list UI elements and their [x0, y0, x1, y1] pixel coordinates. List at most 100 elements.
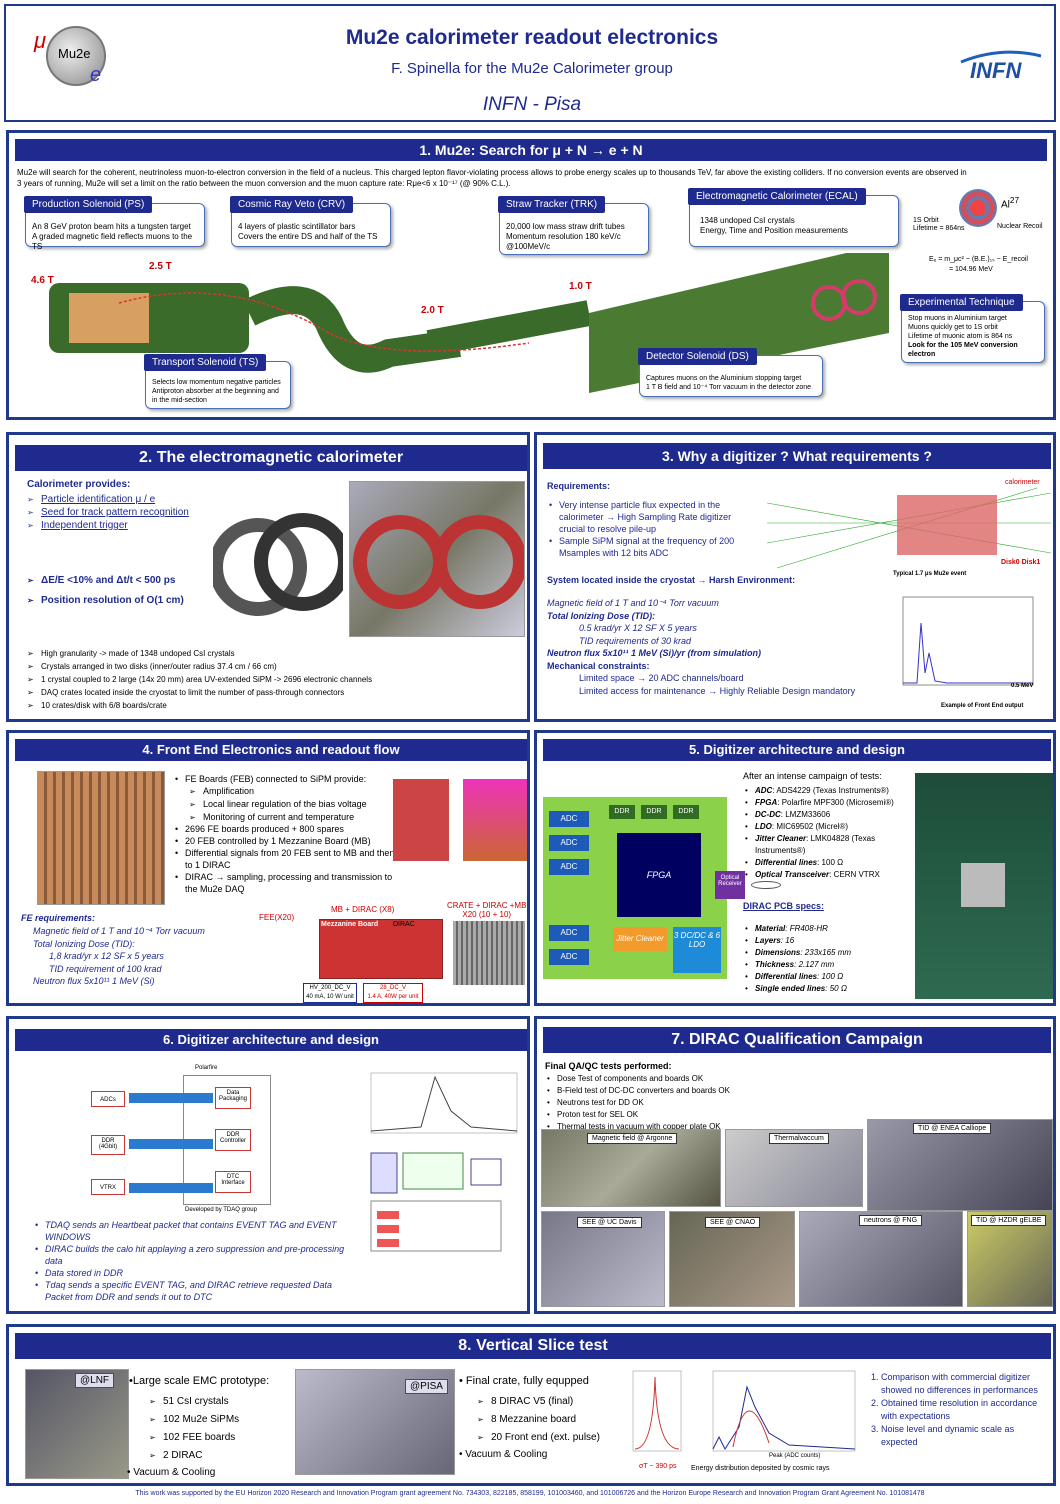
env-item: TID requirements of 30 krad — [579, 635, 692, 646]
fe-output-plot — [887, 593, 1037, 701]
panel-8-title: 8. Vertical Slice test — [15, 1333, 1051, 1359]
feb-item: 2696 FE boards produced + 800 spares — [173, 823, 403, 835]
fe-board-photo-1 — [393, 779, 449, 861]
header: μ Mu2e e Mu2e calorimeter readout electr… — [4, 4, 1056, 122]
panel-5-title: 5. Digitizer architecture and design — [543, 739, 1051, 761]
spec-list: ADC: ADS4229 (Texas Instruments®) FPGA: … — [743, 785, 919, 881]
spec-item: Jitter Cleaner: LMK04828 (Texas Instrume… — [743, 833, 919, 857]
peak-axis-label: Peak (ADC counts) — [769, 1453, 821, 1459]
infn-logo: INFN — [956, 46, 1046, 96]
env-item: Magnetic field of 1 T and 10⁻⁴ Torr vacu… — [547, 598, 719, 608]
test-item: Proton test for SEL OK — [545, 1109, 730, 1121]
energy-formula: Eₑ = m_μc² − (B.E.)₁ₛ − E_recoil = 104.96… — [929, 256, 1028, 273]
fee-label: FEE(X20) — [259, 913, 295, 922]
photo-enea — [867, 1119, 1053, 1211]
poster-title: Mu2e calorimeter readout electronics — [345, 26, 719, 49]
req-list: Very intense particle flux expected in t… — [547, 499, 757, 559]
pcb-item: Differential lines: 100 Ω — [743, 971, 913, 983]
feb-sub-item: Monitoring of current and temperature — [189, 811, 367, 824]
dcdc-block: 3 DC/DC & 6 LDO — [673, 927, 721, 973]
feb-list: FE Boards (FEB) connected to SiPM provid… — [173, 773, 403, 785]
label-cnao: SEE @ CNAO — [705, 1217, 761, 1228]
conclusion-item: Noise level and dynamic scale as expecte… — [881, 1423, 1053, 1449]
pcb-list: Material: FR408-HR Layers: 16 Dimensions… — [743, 923, 913, 995]
pisa-item: 8 Mezzanine board — [477, 1411, 600, 1429]
panel-qualification: 7. DIRAC Qualification Campaign Final QA… — [534, 1016, 1056, 1314]
resolution-list: ΔE/E <10% and Δt/t < 500 ps Position res… — [27, 571, 184, 611]
firmware-diagram: Polarfire ADCs DDR (4Gbit) VTRX Data Pac… — [85, 1063, 271, 1213]
provide-item: Seed for track pattern recognition — [27, 506, 189, 519]
optical-block: Optical Receiver — [715, 871, 745, 899]
feb-sub-item: Amplification — [189, 785, 367, 798]
env-item: Total Ionizing Dose (TID): — [547, 610, 656, 621]
test-item: Dose Test of components and boards OK — [545, 1073, 730, 1085]
lnf-item: 2 DIRAC — [149, 1447, 239, 1465]
label-hzdr: TID @ HZDR gELBE — [971, 1215, 1047, 1226]
lnf-item: 102 FEE boards — [149, 1429, 239, 1447]
vacuum-label: • Vacuum & Cooling — [127, 1467, 216, 1478]
tests-list: Dose Test of components and boards OK B-… — [545, 1073, 730, 1133]
spec-item: DC-DC: LMZM33606 — [743, 809, 919, 821]
lnf-item: 51 CsI crystals — [149, 1393, 239, 1411]
event-display-image — [767, 483, 1051, 573]
timing-histogram — [627, 1367, 683, 1459]
bullet: DAQ crates located inside the cryostat t… — [27, 686, 527, 699]
timing-plot — [361, 1071, 521, 1143]
ddr-block: DDR — [673, 805, 699, 819]
provides-list: Particle identification μ / e Seed for t… — [27, 493, 189, 532]
atom-figure: Al27 1S Orbit Lifetime = 864ns Nuclear R… — [909, 183, 1049, 263]
env-item: 0.5 krad/yr X 12 SF X 5 years — [579, 623, 697, 633]
pcb-item: Dimensions: 233x165 mm — [743, 947, 913, 959]
crate-photo — [453, 921, 525, 985]
event-caption: Typical 1.7 μs Mu2e event — [893, 571, 967, 577]
mu2e-logo: μ Mu2e e — [28, 22, 110, 92]
spec-item: Optical Transceiver: CERN VTRX — [743, 869, 919, 881]
panel-3-title: 3. Why a digitizer ? What requirements ? — [543, 443, 1051, 469]
field-20: 2.0 T — [421, 305, 444, 316]
panel-6-title: 6. Digitizer architecture and design — [15, 1029, 527, 1051]
mezzanine-diagram — [319, 919, 443, 979]
panel-7-title: 7. DIRAC Qualification Campaign — [543, 1027, 1051, 1053]
dirac-firmware-diagram — [353, 1149, 513, 1257]
author: F. Spinella for the Mu2e Calorimeter gro… — [391, 60, 673, 77]
req-item: Sample SiPM signal at the frequency of 2… — [547, 535, 757, 559]
block-diagram: ADC ADC ADC ADC ADC DDR DDR DDR FPGA Jit… — [543, 797, 727, 979]
fpga-block: FPGA — [617, 833, 701, 917]
req-item: Very intense particle flux expected in t… — [547, 499, 757, 535]
field-46: 4.6 T — [31, 275, 54, 286]
pcb-item: Layers: 16 — [743, 935, 913, 947]
photo-hzdr — [967, 1211, 1053, 1307]
infn-swoosh-icon — [960, 50, 1042, 64]
field-10: 1.0 T — [569, 281, 592, 292]
adc-block: ADC — [549, 835, 589, 851]
crv-box: Cosmic Ray Veto (CRV) 4 layers of plasti… — [230, 196, 391, 247]
spec-item: FPGA: Polarfire MPF300 (Microsemi®) — [743, 797, 919, 809]
harsh-env: System located inside the cryostat → Har… — [547, 575, 796, 585]
provide-item: Independent trigger — [27, 519, 189, 532]
exp-box: Experimental Technique Stop muons in Alu… — [900, 294, 1045, 363]
conclusions-list: Comparison with commercial digitizer sho… — [867, 1371, 1053, 1449]
pcb-heading: DIRAC PCB specs: — [743, 901, 825, 911]
label-thermalvacuum: Thermalvaccum — [769, 1133, 829, 1144]
conclusion-item: Comparison with commercial digitizer sho… — [881, 1371, 1053, 1397]
fe-output-caption: Example of Front End output — [941, 703, 1024, 709]
calorimeter-label: calorimeter — [1005, 479, 1040, 486]
packaging-box: Data Packaging — [215, 1087, 251, 1109]
mev-label: 0.5 MeV — [1011, 683, 1034, 689]
spec-item: Differential lines: 100 Ω — [743, 857, 919, 869]
feb-item: DIRAC → sampling, processing and transmi… — [173, 871, 403, 895]
pcb-item: Thickness: 2.127 mm — [743, 959, 913, 971]
pisa-item: 8 DIRAC V5 (final) — [477, 1393, 600, 1411]
jitter-block: Jitter Cleaner — [613, 927, 667, 951]
pcb-item: Material: FR408-HR — [743, 923, 913, 935]
flow-arrow — [129, 1093, 213, 1103]
ds-box: Detector Solenoid (DS) Captures muons on… — [638, 348, 823, 397]
energy-histogram — [699, 1367, 859, 1463]
feb-sublist: Amplification Local linear regulation of… — [189, 785, 367, 824]
ddr-block: DDR — [609, 805, 635, 819]
bullet: High granularity -> made of 1348 undoped… — [27, 647, 527, 660]
res-item: Position resolution of O(1 cm) — [27, 591, 184, 611]
flow-arrow — [129, 1183, 213, 1193]
fw-item: Tdaq sends a specific EVENT TAG, and DIR… — [33, 1279, 351, 1303]
panel-vertical-slice: 8. Vertical Slice test @LNF •Large scale… — [6, 1324, 1056, 1486]
